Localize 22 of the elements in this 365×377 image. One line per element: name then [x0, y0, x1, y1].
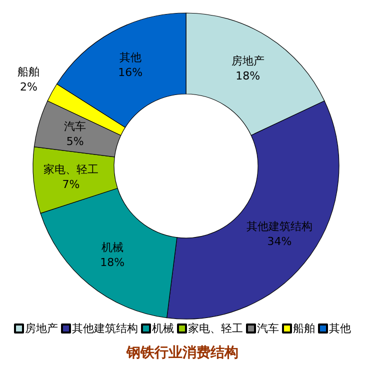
data-label: 16%: [118, 66, 143, 79]
legend-label: 汽车: [257, 322, 279, 335]
slice-label: 机械: [101, 240, 124, 254]
data-label: 18%: [100, 256, 125, 269]
slice-label: 其他建筑结构: [246, 220, 312, 233]
legend-label: 机械: [152, 322, 174, 335]
slice-label: 房地产: [231, 54, 264, 68]
legend-label: 其他建筑结构: [72, 322, 138, 335]
text: 钢铁行业消费结构: [126, 345, 238, 361]
slice-label: 其他: [119, 50, 142, 64]
legend-label: 家电、轻工: [188, 322, 243, 335]
legend-label: 其他: [329, 322, 351, 335]
data-label: 34%: [267, 234, 292, 248]
data-label: 18%: [236, 69, 260, 82]
data-label: 5%: [66, 134, 84, 148]
slice-label: 家电、轻工: [44, 162, 99, 176]
legend-label: 船舶: [293, 322, 315, 335]
legend-label: 房地产: [25, 322, 58, 335]
data-label: 2%: [20, 80, 38, 94]
data-label: 7%: [62, 178, 80, 191]
slice-label: 汽车: [64, 120, 86, 133]
slice-label: 船舶: [18, 66, 40, 79]
